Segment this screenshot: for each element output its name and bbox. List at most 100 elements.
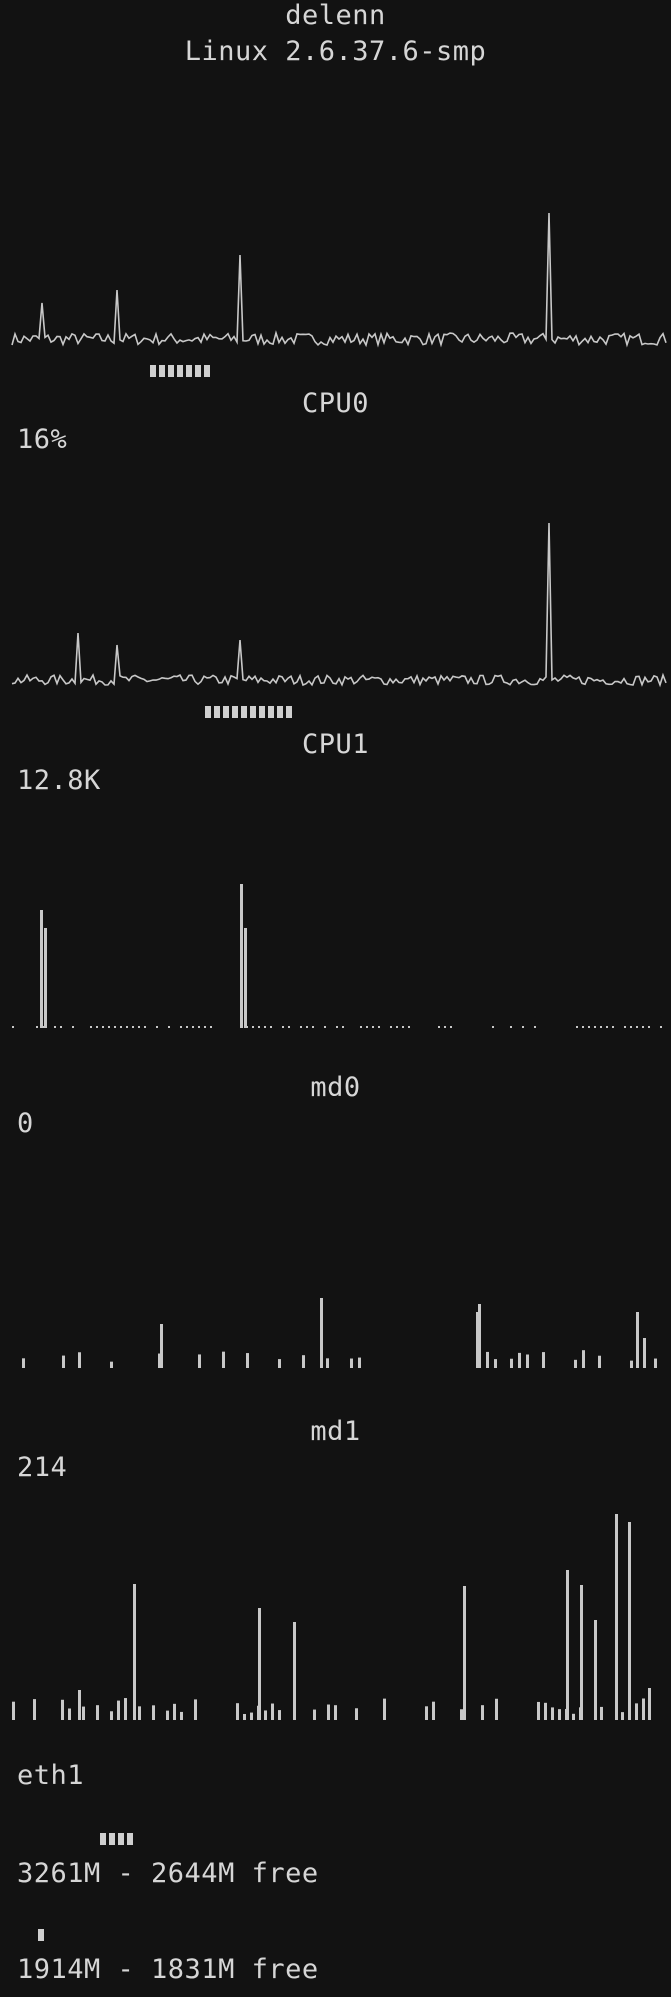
baseline-dot	[108, 1026, 110, 1028]
history-bar	[544, 1702, 547, 1720]
baseline-dot	[36, 1026, 38, 1028]
history-bar	[68, 1708, 71, 1720]
history-bar	[432, 1701, 435, 1720]
baseline-dot	[534, 1026, 536, 1028]
baseline-dot	[642, 1026, 644, 1028]
bar-segment	[100, 1833, 106, 1845]
history-bar	[594, 1620, 597, 1720]
history-bar	[598, 1355, 601, 1368]
history-bar	[198, 1354, 201, 1368]
history-bar	[320, 1298, 323, 1368]
md0-graph	[12, 884, 662, 1028]
history-bar	[40, 910, 43, 1028]
history-bar	[62, 1355, 65, 1368]
history-bar	[246, 1353, 249, 1368]
history-bar	[133, 1584, 136, 1720]
baseline-dot	[300, 1026, 302, 1028]
bar-segment	[168, 365, 174, 377]
history-bar	[518, 1352, 521, 1368]
history-bar	[12, 1701, 15, 1720]
baseline-dot	[156, 1026, 158, 1028]
history-bar	[160, 1324, 163, 1368]
history-bar	[222, 1351, 225, 1368]
baseline-dot	[252, 1026, 254, 1028]
baseline-dot	[114, 1026, 116, 1028]
history-bar	[460, 1709, 463, 1720]
baseline-dot	[576, 1026, 578, 1028]
history-bar	[615, 1514, 618, 1720]
baseline-dot	[270, 1026, 272, 1028]
bar-segment	[268, 706, 274, 718]
history-bar	[526, 1354, 529, 1368]
bar-segment	[109, 1833, 115, 1845]
history-bar	[61, 1699, 64, 1720]
history-bar	[22, 1358, 25, 1368]
baseline-dot	[306, 1026, 308, 1028]
history-bar	[636, 1312, 639, 1368]
history-bar	[558, 1709, 561, 1720]
history-bar	[566, 1570, 569, 1720]
md0-label: md0	[310, 1072, 361, 1103]
history-bar	[243, 1713, 246, 1720]
history-bar	[478, 1304, 481, 1368]
kernel-version: Linux 2.6.37.6-smp	[184, 36, 487, 67]
cpu0-graph	[11, 212, 667, 348]
history-bar	[648, 1688, 651, 1720]
history-bar	[110, 1361, 113, 1368]
baseline-dot	[96, 1026, 98, 1028]
history-bar	[551, 1707, 554, 1720]
history-bar	[582, 1350, 585, 1368]
baseline-dot	[390, 1026, 392, 1028]
baseline-dot	[612, 1026, 614, 1028]
baseline-dot	[594, 1026, 596, 1028]
baseline-dot	[198, 1026, 200, 1028]
baseline-dot	[444, 1026, 446, 1028]
baseline-dot	[342, 1026, 344, 1028]
bar-segment	[277, 706, 283, 718]
history-bar	[78, 1690, 81, 1720]
bar-segment	[177, 365, 183, 377]
history-bar	[494, 1359, 497, 1368]
history-bar	[33, 1699, 36, 1720]
bar-segment	[150, 365, 156, 377]
history-bar	[486, 1351, 489, 1368]
history-bar	[600, 1706, 603, 1720]
history-bar	[495, 1698, 498, 1720]
baseline-dot	[102, 1026, 104, 1028]
baseline-dot	[450, 1026, 452, 1028]
bar-segment	[204, 365, 210, 377]
history-bar	[481, 1705, 484, 1720]
history-bar	[124, 1698, 127, 1720]
bar-segment	[127, 1833, 133, 1845]
baseline-dot	[588, 1026, 590, 1028]
baseline-dot	[324, 1026, 326, 1028]
history-bar	[355, 1708, 358, 1720]
md1-graph	[22, 1298, 657, 1368]
baseline-dot	[264, 1026, 266, 1028]
history-bar	[334, 1705, 337, 1720]
history-bar	[510, 1358, 513, 1368]
baseline-dot	[360, 1026, 362, 1028]
baseline-dot	[90, 1026, 92, 1028]
history-bar	[302, 1355, 305, 1368]
cpu0-load-bar	[150, 362, 213, 377]
history-bar	[358, 1357, 361, 1368]
history-bar	[194, 1699, 197, 1720]
baseline-dot	[402, 1026, 404, 1028]
history-bar	[117, 1700, 120, 1720]
history-bar	[138, 1706, 141, 1720]
history-bar	[240, 884, 243, 1028]
history-bar	[313, 1709, 316, 1720]
bar-segment	[38, 1929, 44, 1941]
history-bar	[643, 1338, 646, 1368]
swap-text: 1914M - 1831M free	[17, 1954, 319, 1985]
history-bar	[158, 1353, 161, 1368]
history-bar	[110, 1711, 113, 1720]
swap-usage-bar	[38, 1926, 47, 1941]
history-bar	[96, 1705, 99, 1720]
history-line	[11, 212, 667, 348]
baseline-dot	[630, 1026, 632, 1028]
history-bar	[244, 928, 247, 1028]
baseline-dot	[204, 1026, 206, 1028]
baseline-dot	[492, 1026, 494, 1028]
